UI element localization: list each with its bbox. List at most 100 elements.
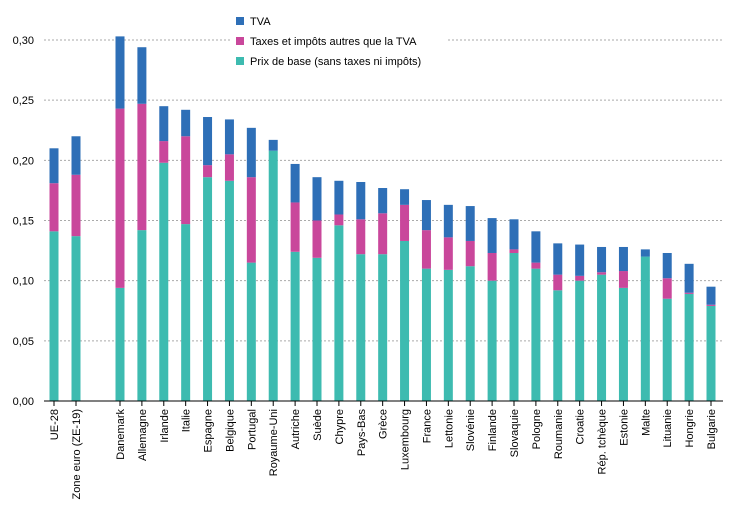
bar-segment bbox=[553, 243, 563, 275]
x-tick-label: Chypre bbox=[334, 409, 346, 444]
bar-segment bbox=[400, 189, 410, 205]
x-tick-label: Danemark bbox=[115, 409, 127, 460]
bar-segment bbox=[487, 252, 497, 281]
legend-swatch bbox=[236, 57, 244, 65]
legend-swatch bbox=[236, 37, 244, 45]
bar-segment bbox=[443, 269, 453, 401]
x-tick-label: Estonie bbox=[618, 409, 630, 446]
x-tick-label: Irlande bbox=[159, 409, 171, 443]
bar-segment bbox=[246, 127, 256, 178]
bar-segment bbox=[575, 275, 585, 281]
bar-segment bbox=[224, 180, 234, 401]
bar-segment bbox=[443, 237, 453, 270]
bar-segment bbox=[71, 174, 81, 237]
bar-segment bbox=[49, 231, 59, 401]
x-tick-label: Roumanie bbox=[553, 409, 565, 459]
x-tick-label: Hongrie bbox=[684, 409, 696, 448]
x-tick-label: Italie bbox=[181, 409, 193, 432]
bar-segment bbox=[662, 278, 672, 299]
x-tick-label: Finlande bbox=[487, 409, 499, 451]
x-axis-labels: UE-28 Zone euro (ZE-19) Danemark Allemagne I… bbox=[49, 409, 718, 500]
bar-segment bbox=[662, 298, 672, 401]
x-tick-label: Croatie bbox=[575, 409, 587, 444]
bar-segment bbox=[356, 181, 366, 220]
bar-segment bbox=[181, 136, 191, 225]
grid bbox=[44, 39, 723, 342]
bar-segment bbox=[268, 139, 278, 151]
x-tick-label: Lettonie bbox=[443, 409, 455, 448]
bar-segment bbox=[268, 150, 278, 401]
x-tick-label: Malte bbox=[640, 409, 652, 436]
legend-label: Taxes et impôts autres que la TVA bbox=[250, 36, 417, 48]
bar-segment bbox=[181, 109, 191, 137]
bar-segment bbox=[137, 47, 147, 104]
bar-segment bbox=[378, 213, 388, 255]
bar-segment bbox=[224, 119, 234, 155]
bar-segment bbox=[334, 214, 344, 226]
bar-segment bbox=[421, 268, 431, 401]
bar-segment bbox=[465, 206, 475, 241]
bar-segment bbox=[159, 141, 169, 163]
bar-segment bbox=[137, 230, 147, 401]
x-tick-label: Portugal bbox=[246, 409, 258, 450]
bar-segment bbox=[203, 165, 213, 178]
bar-segment bbox=[159, 162, 169, 401]
bar-segment bbox=[553, 274, 563, 291]
bar-segment bbox=[334, 225, 344, 401]
bar-segment bbox=[597, 274, 607, 401]
bar-segment bbox=[618, 246, 628, 272]
bar-segment bbox=[137, 103, 147, 231]
bar-segment bbox=[662, 252, 672, 279]
x-tick-label: Autriche bbox=[290, 409, 302, 449]
bar-segment bbox=[290, 251, 300, 401]
bar-segment bbox=[618, 287, 628, 401]
x-tick-label: Grèce bbox=[378, 409, 390, 439]
x-tick-label: UE-28 bbox=[49, 409, 61, 440]
x-tick-label: Bulgarie bbox=[706, 409, 718, 449]
bar-segment bbox=[334, 180, 344, 215]
bar-segment bbox=[159, 106, 169, 142]
bar-segment bbox=[49, 183, 59, 232]
legend-background bbox=[230, 10, 446, 76]
bar-segment bbox=[640, 256, 650, 401]
x-tick-label: Slovénie bbox=[465, 409, 477, 451]
bar-segment bbox=[597, 272, 607, 275]
bar-segment bbox=[509, 219, 519, 250]
bar-segment bbox=[618, 271, 628, 288]
x-tick-label: Royaume-Uni bbox=[268, 409, 280, 476]
x-axis-ticks bbox=[53, 401, 712, 406]
legend-swatch bbox=[236, 17, 244, 25]
bar-segment bbox=[575, 244, 585, 276]
bar-segment bbox=[465, 240, 475, 267]
x-tick-label: France bbox=[421, 409, 433, 443]
bar-segment bbox=[246, 262, 256, 401]
bar-segment bbox=[553, 290, 563, 401]
bar-segment bbox=[203, 117, 213, 166]
x-tick-label: Pologne bbox=[531, 409, 543, 449]
bar-segment bbox=[356, 219, 366, 255]
bar-segment bbox=[290, 163, 300, 203]
bar-segment bbox=[531, 231, 541, 263]
bar-segment bbox=[443, 204, 453, 238]
bar-segment bbox=[421, 200, 431, 231]
x-tick-label: Slovaquie bbox=[509, 409, 521, 457]
y-tick-label: 0,15 bbox=[13, 216, 34, 228]
legend-label: TVA bbox=[250, 16, 271, 28]
legend[interactable]: TVA Taxes et impôts autres que la TVA Prix… bbox=[230, 10, 446, 76]
bar-segment bbox=[312, 220, 322, 258]
x-tick-label: Suède bbox=[312, 409, 324, 441]
bar-segment bbox=[246, 177, 256, 263]
y-tick-label: 0,20 bbox=[13, 155, 34, 167]
bar-segment bbox=[378, 188, 388, 214]
bar-segment bbox=[378, 254, 388, 401]
bar-segment bbox=[706, 305, 716, 401]
x-tick-label: Espagne bbox=[203, 409, 215, 452]
legend-label: Prix de base (sans taxes ni impôts) bbox=[250, 56, 421, 68]
x-tick-label: Zone euro (ZE-19) bbox=[71, 409, 83, 499]
y-tick-label: 0,05 bbox=[13, 336, 34, 348]
bar-segment bbox=[509, 249, 519, 253]
bar-segment bbox=[290, 202, 300, 252]
x-tick-label: Rép. tchèque bbox=[597, 409, 609, 474]
bar-segment bbox=[487, 280, 497, 401]
bar-segment bbox=[531, 268, 541, 401]
